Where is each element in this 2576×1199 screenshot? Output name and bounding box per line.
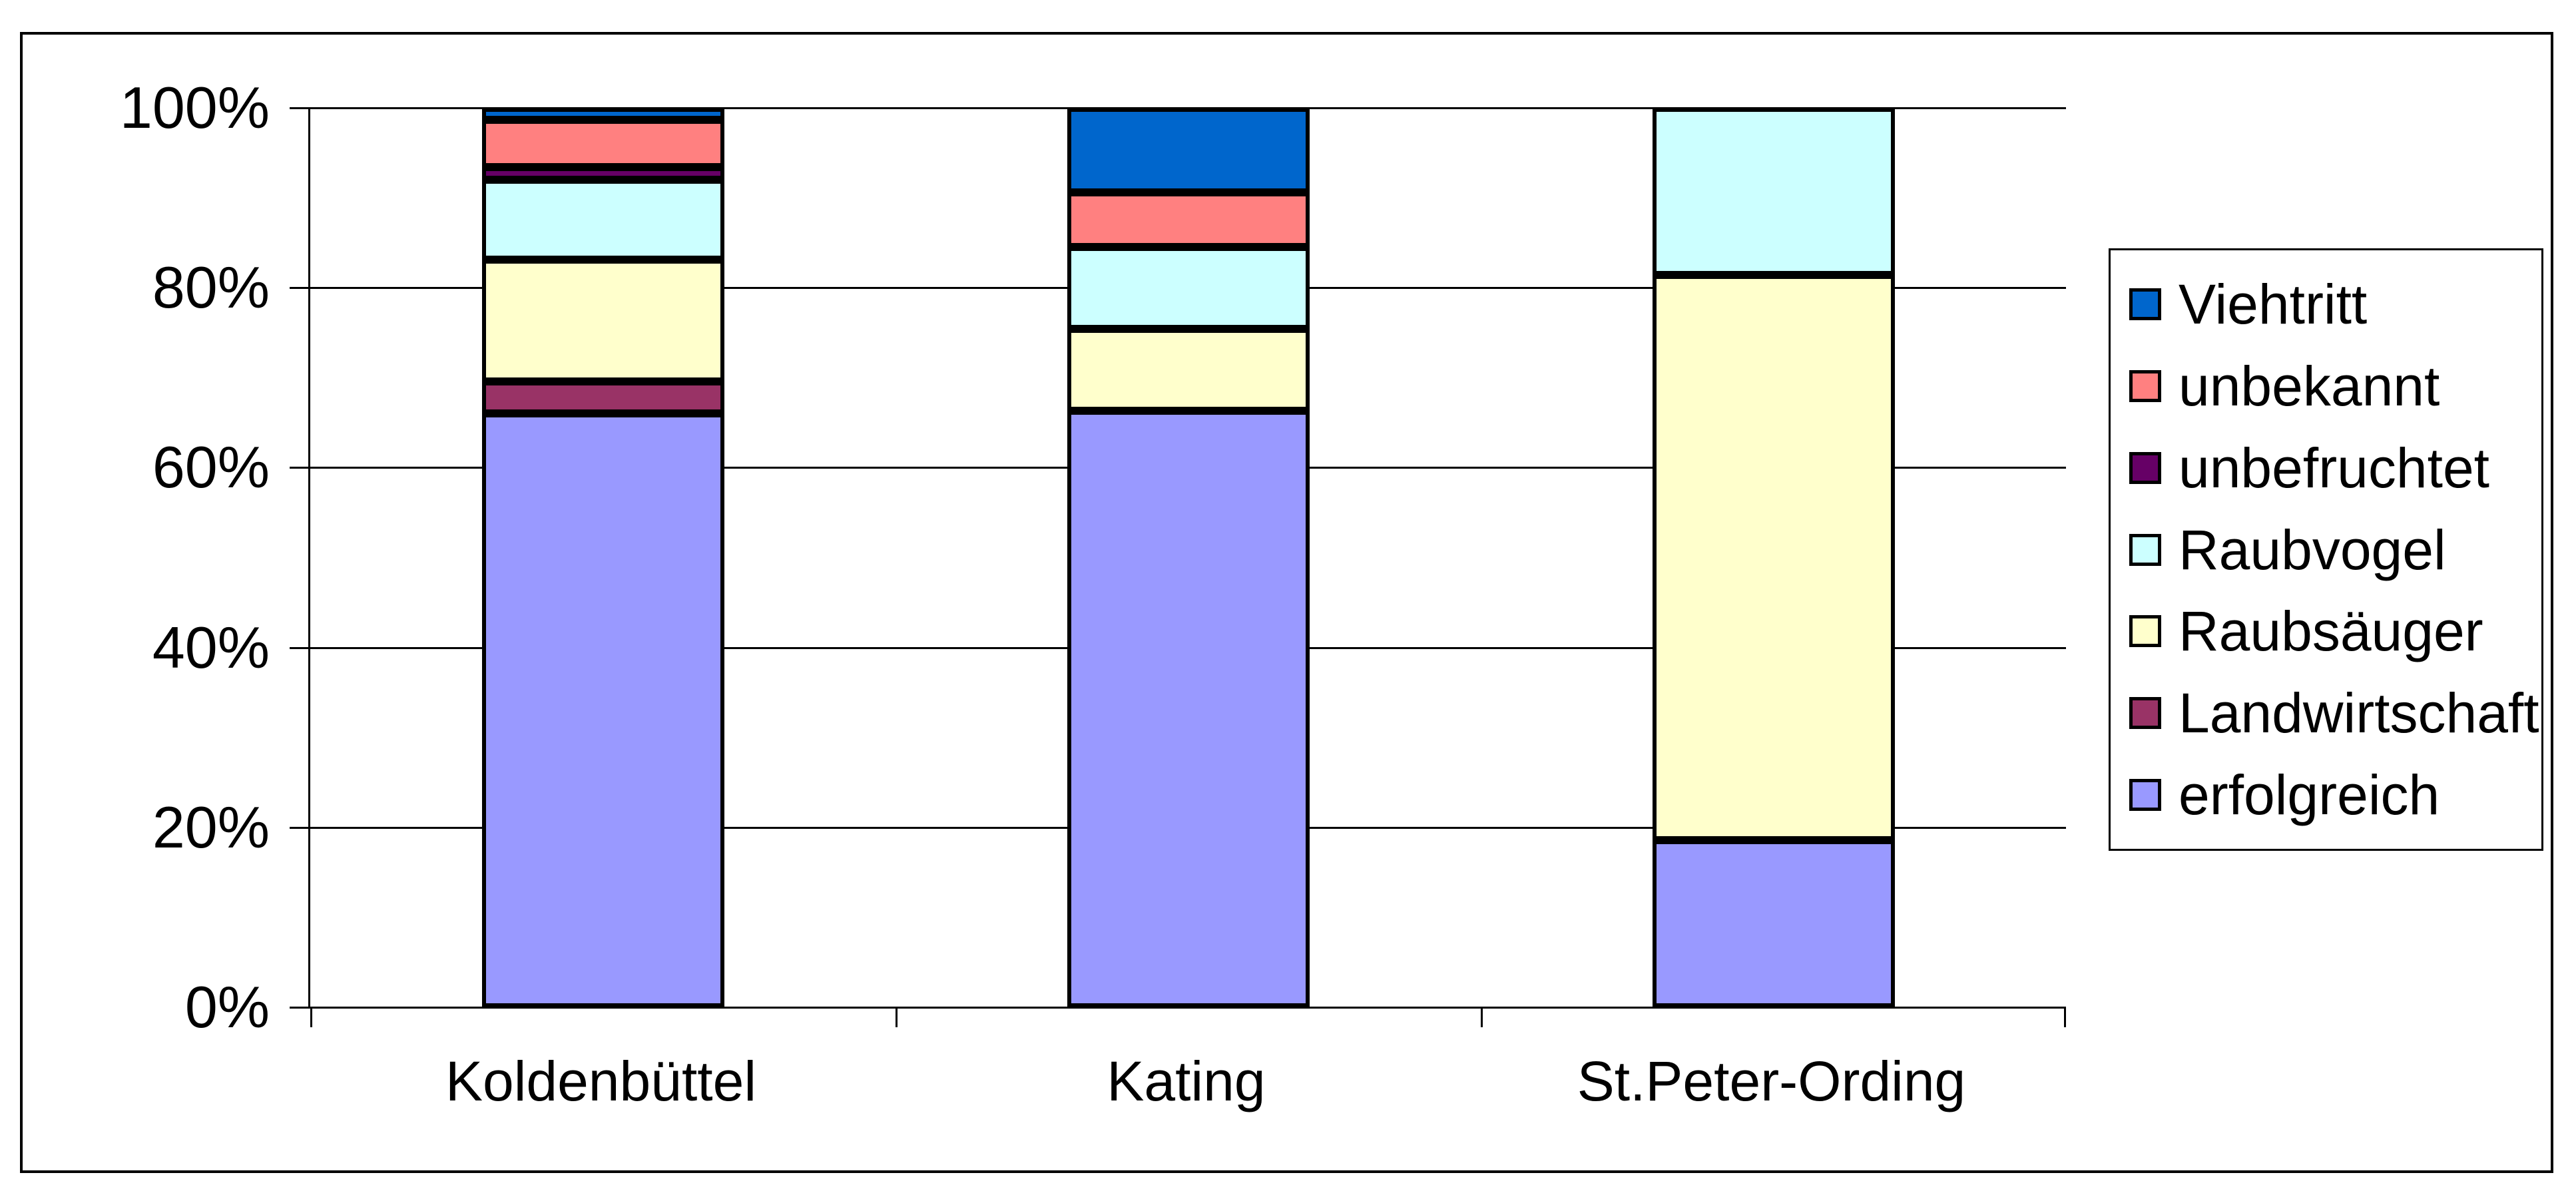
y-axis-label-20: 20% (152, 794, 270, 860)
x-axis-tick (310, 1007, 312, 1027)
bar-segment-raubsaeuger (1067, 329, 1310, 411)
bar-segment-raubvogel (1652, 108, 1895, 276)
bar-segment-raubsaeuger (1652, 275, 1895, 840)
bar-koldenbuettel (481, 108, 724, 1007)
legend-swatch-landwirtschaft (2129, 697, 2161, 730)
bar-segment-erfolgreich (1652, 839, 1895, 1007)
x-axis-tick (2064, 1007, 2066, 1027)
gridline-0 (310, 1007, 2066, 1009)
bar-segment-raubvogel (1067, 247, 1310, 330)
y-axis-label-40: 40% (152, 614, 270, 680)
plot-area (290, 107, 2066, 1027)
bar-kating (1067, 108, 1310, 1007)
bar-segment-raubvogel (481, 180, 724, 260)
legend-label-erfolgreich: erfolgreich (2179, 764, 2440, 827)
y-axis-label-0: 0% (184, 974, 270, 1040)
bar-segment-landwirtschaft (481, 381, 724, 414)
y-axis-label-80: 80% (152, 254, 270, 321)
bar-segment-raubsaeuger (481, 260, 724, 381)
legend-item-viehtritt: Viehtritt (2129, 276, 2541, 332)
bar-segment-unbefruchtet (481, 167, 724, 180)
legend-item-unbefruchtet: unbefruchtet (2129, 440, 2541, 496)
legend-label-viehtritt: Viehtritt (2179, 272, 2368, 336)
legend-swatch-unbefruchtet (2129, 451, 2161, 484)
y-axis-tick (290, 826, 310, 829)
y-axis-tick (290, 467, 310, 469)
legend-item-raubsaeuger: Raubsäuger (2129, 603, 2541, 659)
x-axis-label-st-peter-ording: St.Peter-Ording (1577, 1050, 1966, 1112)
legend-swatch-unbekannt (2129, 369, 2161, 402)
legend-item-landwirtschaft: Landwirtschaft (2129, 685, 2541, 741)
chart-border (20, 32, 2553, 1173)
legend-swatch-erfolgreich (2129, 779, 2161, 812)
y-axis-label-60: 60% (152, 434, 270, 501)
y-axis-label-100: 100% (119, 75, 270, 140)
legend-item-raubvogel: Raubvogel (2129, 522, 2541, 578)
y-axis-tick (290, 1007, 310, 1009)
legend-swatch-raubvogel (2129, 533, 2161, 566)
bar-st-peter-ording (1652, 108, 1895, 1007)
legend-item-unbekannt: unbekannt (2129, 358, 2541, 414)
legend-label-raubsaeuger: Raubsäuger (2179, 600, 2483, 663)
legend-swatch-raubsaeuger (2129, 615, 2161, 648)
bar-segment-viehtritt (1067, 108, 1310, 192)
y-axis-tick (290, 646, 310, 649)
y-axis-tick (290, 287, 310, 290)
bar-segment-unbekannt (1067, 192, 1310, 248)
bar-segment-erfolgreich (481, 413, 724, 1007)
legend-label-unbefruchtet: unbefruchtet (2179, 436, 2490, 499)
y-axis-tick (290, 107, 310, 109)
legend-label-unbekannt: unbekannt (2179, 354, 2440, 417)
x-axis-label-kating: Kating (1107, 1050, 1266, 1112)
legend: Viehtritt unbekannt unbefruchtet Raubvogel R… (2109, 248, 2543, 851)
bar-segment-viehtritt (481, 108, 724, 120)
x-axis-tick (1481, 1007, 1483, 1027)
legend-swatch-viehtritt (2129, 288, 2161, 320)
x-axis-label-koldenbuettel: Koldenbüttel (445, 1050, 757, 1112)
x-axis-tick (896, 1007, 898, 1027)
bar-segment-erfolgreich (1067, 411, 1310, 1007)
legend-label-landwirtschaft: Landwirtschaft (2179, 682, 2539, 745)
legend-label-raubvogel: Raubvogel (2179, 518, 2446, 581)
bar-segment-unbekannt (481, 119, 724, 168)
legend-item-erfolgreich: erfolgreich (2129, 767, 2541, 823)
